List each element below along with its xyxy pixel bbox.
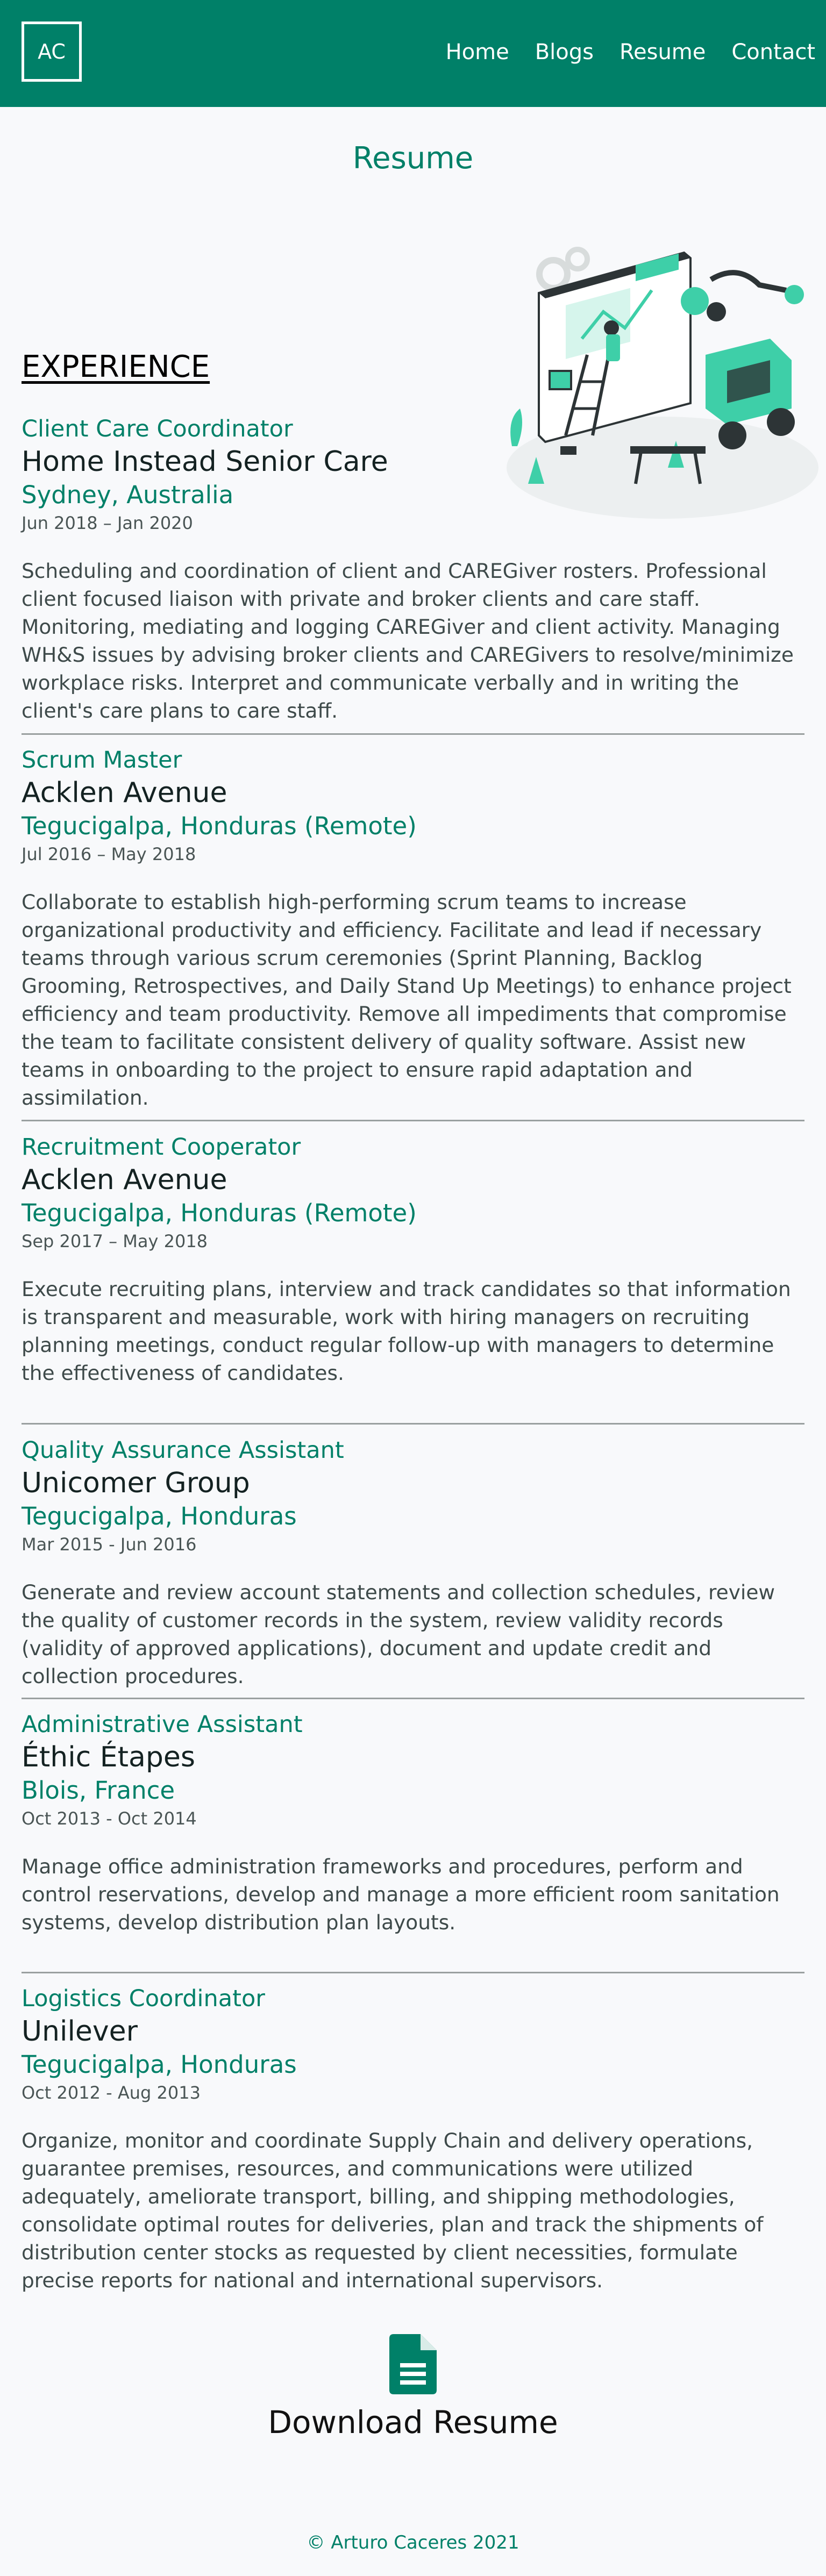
job-entry: Recruitment Cooperator Acklen Avenue Teg…: [22, 1132, 804, 1387]
job-description: Generate and review account statements a…: [22, 1580, 775, 1688]
job-location: Tegucigalpa, Honduras: [22, 1502, 297, 1530]
job-description: Execute recruiting plans, interview and …: [22, 1277, 791, 1385]
job-dates: Jun 2018 – Jan 2020: [22, 513, 193, 533]
job-description: Manage office administration frameworks …: [22, 1855, 780, 1934]
divider: [22, 733, 804, 735]
job-description: Collaborate to establish high-performing…: [22, 890, 792, 1110]
job-dates: Sep 2017 – May 2018: [22, 1231, 208, 1251]
job-company: Unilever: [22, 2015, 138, 2048]
job-company: Éthic Étapes: [22, 1741, 195, 1773]
nav-blogs[interactable]: Blogs: [535, 40, 594, 65]
job-company: Home Instead Senior Care: [22, 446, 388, 478]
divider: [22, 1120, 804, 1121]
job-location: Tegucigalpa, Honduras: [22, 2050, 297, 2079]
logo-link[interactable]: AC: [22, 22, 82, 82]
job-role: Client Care Coordinator: [22, 416, 293, 442]
nav-contact[interactable]: Contact: [731, 40, 815, 65]
job-dates: Mar 2015 - Jun 2016: [22, 1534, 197, 1555]
footer-copyright: © Arturo Caceres 2021: [307, 2532, 519, 2553]
job-entry: Client Care Coordinator Home Instead Sen…: [22, 414, 804, 725]
job-location: Blois, France: [22, 1776, 175, 1805]
job-company: Unicomer Group: [22, 1467, 250, 1499]
section-heading-experience: EXPERIENCE: [22, 349, 210, 384]
job-location: Tegucigalpa, Honduras (Remote): [22, 1199, 417, 1227]
site-header: AC Home Blogs Resume Contact: [0, 0, 826, 107]
job-description: Organize, monitor and coordinate Supply …: [22, 2129, 764, 2292]
divider: [22, 1972, 804, 1973]
job-entry: Administrative Assistant Éthic Étapes Bl…: [22, 1709, 804, 1936]
job-dates: Oct 2013 - Oct 2014: [22, 1808, 197, 1829]
divider: [22, 1698, 804, 1699]
engineering-illustration: [507, 247, 818, 519]
job-entry: Scrum Master Acklen Avenue Tegucigalpa, …: [22, 745, 804, 1112]
job-entry: Logistics Coordinator Unilever Tegucigal…: [22, 1984, 804, 2294]
download-resume-link[interactable]: Download Resume: [268, 2404, 558, 2441]
job-role: Recruitment Cooperator: [22, 1134, 301, 1161]
job-role: Scrum Master: [22, 747, 182, 774]
job-company: Acklen Avenue: [22, 777, 227, 809]
job-dates: Jul 2016 – May 2018: [22, 844, 196, 864]
nav-resume[interactable]: Resume: [620, 40, 706, 65]
document-icon[interactable]: [389, 2334, 437, 2394]
job-role: Logistics Coordinator: [22, 1985, 265, 2012]
job-entry: Quality Assurance Assistant Unicomer Gro…: [22, 1435, 804, 1690]
page-title: Resume: [352, 141, 474, 176]
main-nav: Home Blogs Resume Contact: [420, 39, 815, 66]
job-description: Scheduling and coordination of client an…: [22, 559, 794, 722]
nav-home[interactable]: Home: [445, 40, 509, 65]
job-role: Quality Assurance Assistant: [22, 1437, 344, 1464]
job-role: Administrative Assistant: [22, 1711, 303, 1738]
job-company: Acklen Avenue: [22, 1164, 227, 1196]
job-dates: Oct 2012 - Aug 2013: [22, 2083, 201, 2103]
job-location: Tegucigalpa, Honduras (Remote): [22, 812, 417, 840]
divider: [22, 1423, 804, 1425]
job-location: Sydney, Australia: [22, 481, 234, 509]
